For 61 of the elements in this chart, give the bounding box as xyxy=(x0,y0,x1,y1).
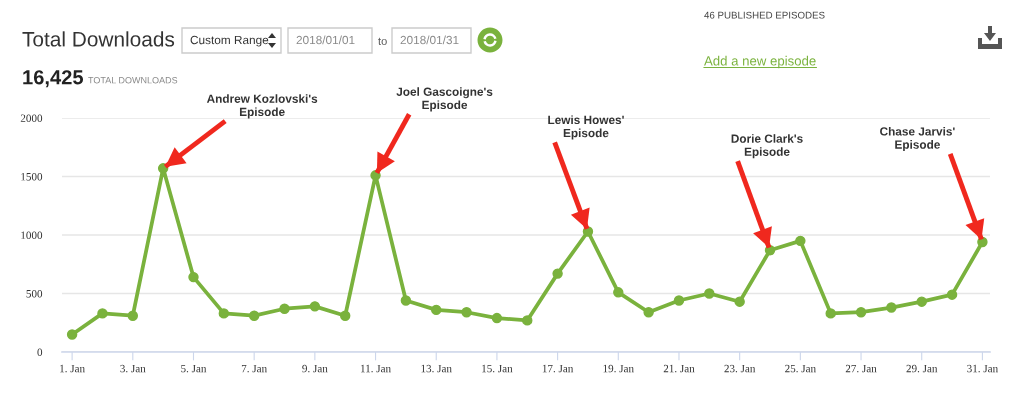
point xyxy=(127,310,139,321)
point xyxy=(673,295,685,306)
text: 16,425 xyxy=(23,70,84,88)
point xyxy=(886,302,897,313)
x-tick-label: 7. Jan xyxy=(241,364,267,373)
point xyxy=(279,303,290,314)
point xyxy=(522,315,533,326)
x-tick-label: 9. Jan xyxy=(302,364,328,373)
point xyxy=(613,287,624,298)
x-tick-label: 19. Jan xyxy=(603,364,634,373)
point xyxy=(704,288,715,299)
point xyxy=(188,271,199,283)
point xyxy=(431,304,442,316)
point xyxy=(248,310,260,321)
point xyxy=(552,268,563,279)
x-tick-label: 5. Jan xyxy=(181,364,207,373)
point xyxy=(916,296,927,307)
text: 2018/01/31 xyxy=(400,35,459,45)
text: 2018/01/01 xyxy=(296,35,355,45)
text: Add a new episode xyxy=(704,55,816,69)
text: 46 PUBLISHED EPISODES xyxy=(704,11,825,19)
y-tick-label: 2000 xyxy=(20,114,43,122)
text: Custom Range xyxy=(190,35,269,47)
point xyxy=(66,329,78,340)
annotation: Joel Gascoigne's Episode xyxy=(396,87,493,112)
x-tick-label: 27. Jan xyxy=(845,364,877,373)
x-tick-label: 17. Jan xyxy=(542,364,574,373)
x-tick-label: 29. Jan xyxy=(906,364,938,373)
point xyxy=(795,235,806,247)
x-tick-label: 25. Jan xyxy=(785,364,816,373)
chart-title: Total Downloads xyxy=(22,31,175,47)
x-tick-label: 21. Jan xyxy=(663,364,695,373)
x-tick-label: 31. Jan xyxy=(967,364,998,373)
point xyxy=(946,289,958,300)
annotation: Lewis Howes' Episode xyxy=(548,115,624,140)
y-tick-label: 0 xyxy=(37,348,43,356)
point xyxy=(309,301,321,312)
x-tick-label: 3. Jan xyxy=(120,364,146,373)
point xyxy=(218,308,230,319)
point xyxy=(855,307,867,318)
point xyxy=(825,308,836,319)
point xyxy=(643,307,654,318)
y-tick-label: 500 xyxy=(26,289,43,298)
point xyxy=(339,310,351,321)
x-tick-label: 1. Jan xyxy=(60,364,85,373)
point xyxy=(97,308,108,319)
text: TOTAL DOWNLOADS xyxy=(88,77,178,84)
y-tick-label: 1000 xyxy=(21,231,43,239)
y-tick-label: 1500 xyxy=(21,172,43,181)
x-tick-label: 23. Jan xyxy=(724,364,756,373)
point xyxy=(461,307,472,318)
x-tick-label: 13. Jan xyxy=(421,364,452,373)
point xyxy=(491,312,503,324)
annotation: Dorie Clark's Episode xyxy=(731,134,803,159)
text: to xyxy=(378,37,387,45)
point xyxy=(400,295,412,306)
x-tick-label: 11. Jan xyxy=(360,364,391,373)
annotation: Andrew Kozlovski's Episode xyxy=(206,94,318,119)
x-tick-label: 15. Jan xyxy=(482,364,513,373)
point xyxy=(734,296,745,307)
annotation: Chase Jarvis' Episode xyxy=(880,126,955,152)
